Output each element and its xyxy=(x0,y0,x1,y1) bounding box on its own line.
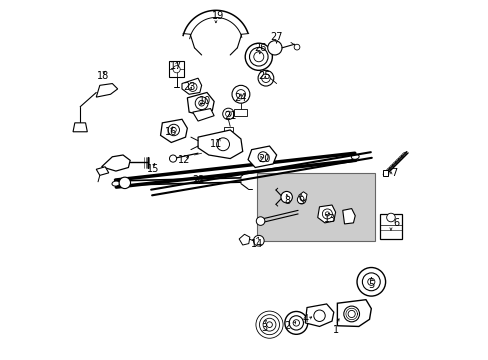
Circle shape xyxy=(322,209,332,219)
Text: 14: 14 xyxy=(250,239,263,249)
Circle shape xyxy=(356,267,385,296)
Text: 4: 4 xyxy=(302,314,307,324)
Bar xyxy=(234,109,247,116)
Circle shape xyxy=(255,311,283,338)
Text: 25: 25 xyxy=(257,71,270,81)
Ellipse shape xyxy=(386,167,390,172)
Text: 8: 8 xyxy=(284,197,290,206)
Bar xyxy=(224,127,233,131)
Text: 9: 9 xyxy=(298,197,304,206)
Text: 23: 23 xyxy=(183,82,195,92)
Text: 12: 12 xyxy=(177,156,189,165)
Circle shape xyxy=(292,320,299,326)
Polygon shape xyxy=(342,208,354,224)
Circle shape xyxy=(367,278,374,285)
Circle shape xyxy=(119,177,130,189)
Circle shape xyxy=(225,111,231,117)
Polygon shape xyxy=(298,192,306,202)
Circle shape xyxy=(195,97,207,110)
Ellipse shape xyxy=(382,170,387,175)
Text: 19: 19 xyxy=(211,11,224,21)
Text: 22: 22 xyxy=(191,175,204,185)
Text: 1: 1 xyxy=(332,325,338,335)
Polygon shape xyxy=(160,119,187,143)
Circle shape xyxy=(261,74,270,82)
Polygon shape xyxy=(96,167,108,175)
Circle shape xyxy=(216,138,229,151)
Ellipse shape xyxy=(397,155,403,160)
Circle shape xyxy=(297,195,305,204)
Circle shape xyxy=(188,83,197,91)
Circle shape xyxy=(249,48,267,66)
Text: 3: 3 xyxy=(261,323,266,333)
Text: 2: 2 xyxy=(284,321,290,332)
Polygon shape xyxy=(102,155,130,171)
Circle shape xyxy=(258,152,267,162)
Text: 24: 24 xyxy=(234,93,246,103)
Text: 7: 7 xyxy=(390,168,397,178)
Polygon shape xyxy=(198,130,242,158)
Text: 10: 10 xyxy=(199,96,211,107)
Circle shape xyxy=(259,315,279,335)
Polygon shape xyxy=(192,109,214,121)
Circle shape xyxy=(236,90,245,99)
Circle shape xyxy=(171,127,176,132)
Text: 6: 6 xyxy=(392,218,399,228)
Ellipse shape xyxy=(350,154,358,159)
Circle shape xyxy=(266,322,272,328)
Polygon shape xyxy=(73,123,87,132)
Circle shape xyxy=(253,52,263,62)
Circle shape xyxy=(386,213,394,222)
Circle shape xyxy=(281,192,292,203)
Text: 21: 21 xyxy=(224,111,236,121)
Circle shape xyxy=(343,306,359,322)
Circle shape xyxy=(285,311,307,334)
Ellipse shape xyxy=(401,152,406,157)
Text: 5: 5 xyxy=(367,280,374,291)
Circle shape xyxy=(168,124,179,136)
Text: 27: 27 xyxy=(270,32,283,42)
Circle shape xyxy=(267,41,282,55)
Text: 13: 13 xyxy=(324,214,336,224)
Circle shape xyxy=(294,44,299,50)
Circle shape xyxy=(244,43,272,70)
Circle shape xyxy=(263,318,275,331)
Polygon shape xyxy=(247,146,276,167)
Polygon shape xyxy=(168,62,184,77)
Text: 15: 15 xyxy=(147,164,159,174)
Polygon shape xyxy=(182,78,201,94)
Circle shape xyxy=(173,66,180,73)
Circle shape xyxy=(347,310,354,318)
Bar xyxy=(380,214,401,239)
Polygon shape xyxy=(239,234,249,245)
Polygon shape xyxy=(317,205,335,223)
Text: 16: 16 xyxy=(165,127,177,137)
Text: 18: 18 xyxy=(97,71,109,81)
Circle shape xyxy=(288,316,303,330)
Text: 26: 26 xyxy=(254,43,266,53)
Ellipse shape xyxy=(394,158,399,163)
Text: 17: 17 xyxy=(170,61,183,71)
Bar xyxy=(257,173,374,241)
Polygon shape xyxy=(382,170,387,176)
Polygon shape xyxy=(96,84,118,97)
Circle shape xyxy=(169,155,176,162)
Circle shape xyxy=(258,70,273,86)
Circle shape xyxy=(362,273,380,291)
Circle shape xyxy=(231,85,249,103)
Text: 20: 20 xyxy=(258,154,270,163)
Polygon shape xyxy=(187,93,214,116)
Circle shape xyxy=(253,235,264,246)
Ellipse shape xyxy=(388,164,393,169)
Ellipse shape xyxy=(391,161,396,166)
Circle shape xyxy=(256,217,264,225)
Text: 11: 11 xyxy=(209,139,222,149)
Circle shape xyxy=(198,100,204,106)
Polygon shape xyxy=(305,304,333,327)
Circle shape xyxy=(222,108,234,120)
Circle shape xyxy=(325,212,329,216)
Polygon shape xyxy=(337,300,370,327)
Circle shape xyxy=(313,310,325,321)
Ellipse shape xyxy=(112,181,120,186)
